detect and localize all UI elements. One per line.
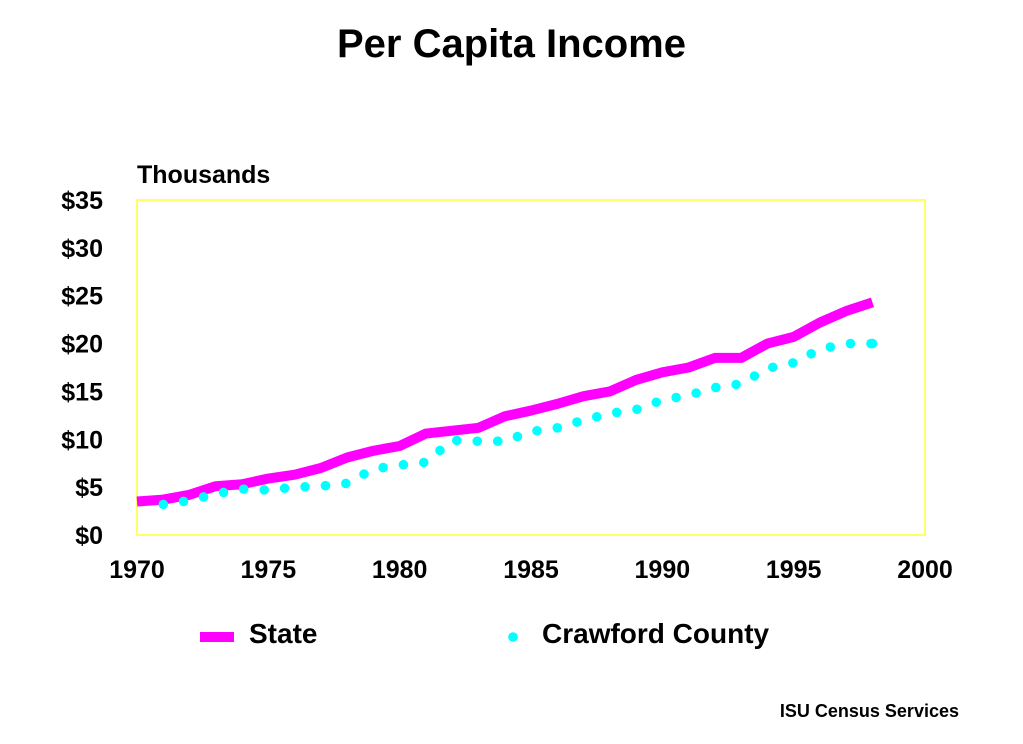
county-dot (512, 431, 523, 442)
county-dot (806, 348, 816, 359)
county-dot (341, 478, 351, 489)
county-dot (359, 469, 369, 479)
series-crawford-county (158, 338, 878, 510)
source-credit: ISU Census Services (779, 701, 959, 721)
legend-label-state: State (249, 618, 317, 649)
county-dot (279, 483, 290, 494)
legend-swatch-state (200, 632, 234, 642)
county-dot (158, 499, 169, 510)
x-tick-label: 1975 (241, 556, 297, 584)
y-axis-unit-label: Thousands (137, 161, 270, 189)
county-dot (611, 407, 622, 418)
county-dot (651, 397, 662, 408)
county-dot (435, 445, 445, 456)
y-tick-label: $10 (61, 426, 103, 454)
county-dot (532, 425, 542, 436)
county-dot (711, 382, 721, 393)
county-dot (451, 435, 462, 446)
county-dot (552, 422, 563, 433)
county-dot (572, 417, 582, 427)
chart-title: Per Capita Income (336, 22, 686, 66)
county-dot (259, 485, 270, 495)
county-dot (418, 457, 429, 468)
county-dot (671, 392, 681, 403)
county-dot (300, 481, 310, 492)
y-tick-label: $20 (61, 331, 103, 359)
county-dot (238, 484, 249, 494)
county-dot (825, 342, 836, 352)
legend-label-crawford-county: Crawford County (542, 618, 770, 649)
county-dot (492, 436, 503, 447)
county-dot (472, 436, 483, 446)
county-dot (632, 404, 642, 415)
y-tick-label: $15 (61, 378, 103, 406)
series-state (136, 297, 875, 507)
county-dot (867, 338, 878, 349)
county-dot (398, 459, 409, 470)
county-dot (788, 358, 798, 368)
county-dot (591, 411, 602, 422)
county-dot (691, 388, 701, 398)
county-dot (218, 487, 229, 498)
legend-swatch-crawford-county (508, 632, 518, 642)
x-axis: 1970 1975 1980 1985 1990 1995 2000 (109, 556, 953, 584)
x-tick-label: 1985 (503, 556, 559, 584)
county-dot (198, 492, 209, 502)
state-line (136, 297, 875, 507)
y-tick-label: $35 (61, 187, 103, 215)
county-dot (378, 462, 388, 473)
x-tick-label: 1995 (766, 556, 822, 584)
y-tick-label: $0 (75, 522, 103, 550)
y-tick-label: $30 (61, 235, 103, 263)
x-tick-label: 1970 (109, 556, 165, 584)
county-dot (178, 496, 189, 507)
county-dot (845, 338, 856, 349)
x-tick-label: 1990 (635, 556, 691, 584)
y-tick-label: $25 (61, 283, 103, 311)
legend: State Crawford County (200, 618, 770, 649)
county-dot (320, 480, 331, 491)
series-layer (136, 297, 878, 510)
county-dot (749, 371, 760, 381)
county-dot (768, 362, 778, 373)
x-tick-label: 2000 (897, 556, 953, 584)
y-axis: $0 $5 $10 $15 $20 $25 $30 $35 (61, 187, 103, 550)
y-tick-label: $5 (75, 474, 103, 502)
x-tick-label: 1980 (372, 556, 428, 584)
county-dot (731, 379, 741, 390)
